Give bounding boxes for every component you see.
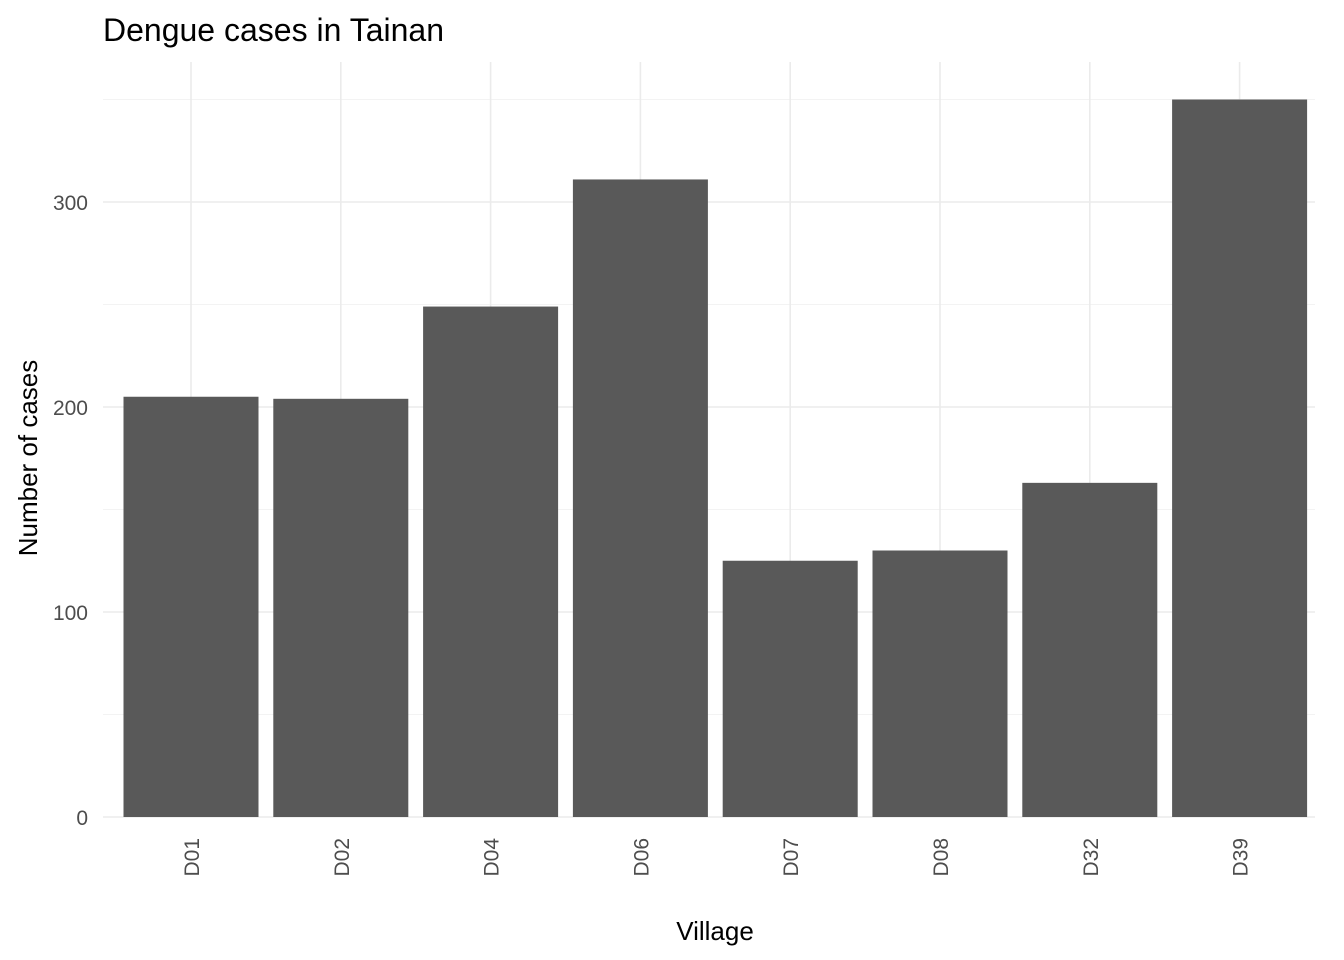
x-axis-title: Village [676, 916, 754, 946]
y-tick-label: 200 [53, 397, 88, 420]
bar-d39 [1172, 99, 1308, 817]
y-tick-label: 0 [76, 807, 88, 830]
x-tick-label: D08 [930, 838, 953, 877]
chart-title: Dengue cases in Tainan [103, 12, 444, 48]
bar-d01 [123, 396, 259, 817]
bars-layer [123, 99, 1308, 817]
bar-d32 [1022, 482, 1158, 817]
tick-labels-layer: 0 100 200 300 D01 D02 D04 D06 D07 D08 D32 D39 [53, 192, 1253, 877]
x-tick-label: D01 [181, 838, 204, 877]
bar-d06 [572, 179, 708, 817]
x-tick-label: D39 [1230, 838, 1253, 877]
y-axis-title: Number of cases [13, 360, 43, 557]
bar-d02 [273, 398, 409, 817]
x-tick-label: D02 [331, 838, 354, 877]
y-tick-label: 100 [53, 602, 88, 625]
y-tick-label: 300 [53, 192, 88, 215]
bar-d07 [722, 560, 858, 817]
x-tick-label: D04 [481, 838, 504, 877]
x-tick-label: D06 [630, 838, 653, 877]
bar-d04 [423, 306, 559, 817]
x-tick-label: D07 [780, 838, 803, 877]
bar-d08 [872, 550, 1008, 817]
x-tick-label: D32 [1080, 838, 1103, 877]
